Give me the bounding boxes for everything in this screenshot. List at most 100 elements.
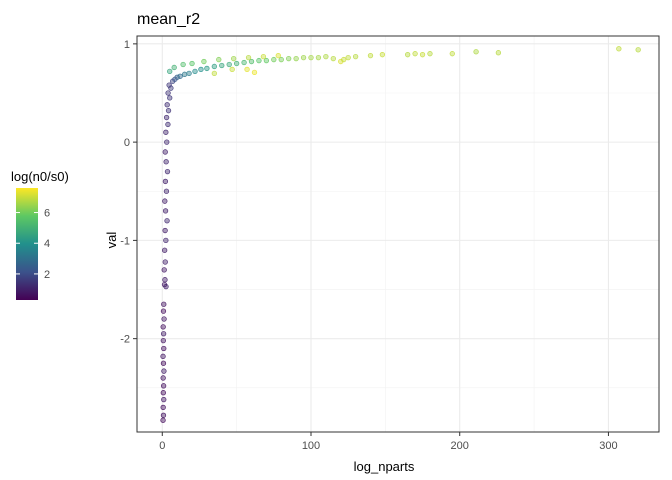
legend: log(n0/s0) 2 4 6 <box>11 169 69 300</box>
data-point <box>293 55 299 62</box>
y-axis: 1 0 -1 -2 <box>120 39 137 346</box>
panel-background <box>137 36 659 432</box>
data-point <box>161 316 167 322</box>
data-point <box>166 82 172 88</box>
data-point <box>233 60 240 67</box>
data-point <box>160 412 167 418</box>
data-point <box>405 52 411 58</box>
data-point <box>164 218 170 224</box>
data-point <box>164 139 170 145</box>
data-point <box>186 70 192 76</box>
data-point <box>189 60 195 67</box>
data-point <box>419 52 426 58</box>
y-tick-label: 1 <box>124 39 130 51</box>
data-point <box>308 54 314 61</box>
data-point <box>161 345 167 352</box>
data-point <box>271 56 277 63</box>
data-point <box>379 52 386 58</box>
data-point <box>162 247 168 253</box>
data-point <box>216 56 222 63</box>
data-point <box>248 58 255 65</box>
data-point <box>160 337 166 344</box>
x-tick-label: 0 <box>159 440 165 452</box>
data-point <box>163 159 169 165</box>
data-point <box>160 324 166 330</box>
data-point <box>198 66 204 73</box>
data-point <box>251 69 258 76</box>
data-point <box>260 53 267 60</box>
data-point <box>162 178 169 185</box>
data-point <box>160 331 167 337</box>
data-point <box>181 71 188 77</box>
y-tick-label: 0 <box>124 137 130 149</box>
x-axis: 0 100 200 300 <box>159 432 618 452</box>
data-point <box>163 237 169 244</box>
data-points <box>160 46 641 423</box>
chart-title: mean_r2 <box>137 11 200 28</box>
panel-border <box>136 35 660 433</box>
data-point <box>192 68 198 75</box>
data-point <box>231 55 237 62</box>
data-point <box>160 417 166 423</box>
data-point <box>160 353 166 359</box>
data-point <box>341 56 347 63</box>
legend-tick-label: 2 <box>44 269 50 281</box>
data-point <box>201 58 207 65</box>
data-point <box>174 74 180 80</box>
data-point <box>211 63 217 70</box>
data-point <box>167 68 173 75</box>
legend-title: log(n0/s0) <box>11 169 69 184</box>
data-point <box>244 66 250 73</box>
legend-tick-label: 6 <box>44 208 50 220</box>
x-tick-label: 300 <box>599 440 617 452</box>
data-point <box>256 57 262 64</box>
data-point <box>300 54 307 61</box>
x-tick-label: 200 <box>451 440 469 452</box>
data-point <box>330 55 336 62</box>
data-point <box>635 47 641 53</box>
data-point <box>171 64 177 71</box>
data-point <box>315 54 322 61</box>
grid-minor <box>137 36 659 432</box>
data-point <box>165 90 171 96</box>
data-point <box>162 149 168 155</box>
data-point <box>495 50 502 56</box>
data-point <box>164 168 171 175</box>
y-tick-label: -2 <box>120 334 130 346</box>
data-point <box>177 73 183 79</box>
data-point <box>160 375 166 381</box>
data-point <box>161 368 167 374</box>
data-point <box>241 59 247 66</box>
data-point <box>160 404 166 411</box>
x-tick-label: 100 <box>302 440 320 452</box>
data-point <box>449 51 455 57</box>
data-point <box>160 390 166 396</box>
data-point <box>163 129 169 135</box>
data-point <box>162 259 168 265</box>
data-point <box>162 208 169 214</box>
data-point <box>160 383 167 389</box>
data-point <box>162 227 168 234</box>
data-point <box>352 53 359 60</box>
data-point <box>275 53 281 59</box>
data-point <box>278 56 284 63</box>
data-point <box>162 198 168 204</box>
plot-panel <box>136 35 660 433</box>
data-point <box>473 49 479 55</box>
data-point <box>286 55 292 62</box>
data-point <box>204 65 210 72</box>
data-point <box>616 46 622 52</box>
data-point <box>219 62 225 69</box>
y-tick-label: -1 <box>120 235 130 247</box>
data-point <box>367 53 374 59</box>
data-point <box>412 51 418 57</box>
data-point <box>164 102 170 108</box>
data-point <box>165 121 171 128</box>
data-point <box>165 108 172 114</box>
x-axis-title: log_nparts <box>354 459 415 474</box>
y-axis-title: val <box>104 232 119 249</box>
data-point <box>229 66 235 73</box>
data-point <box>162 277 168 283</box>
data-point <box>161 396 167 403</box>
data-point <box>163 114 170 121</box>
